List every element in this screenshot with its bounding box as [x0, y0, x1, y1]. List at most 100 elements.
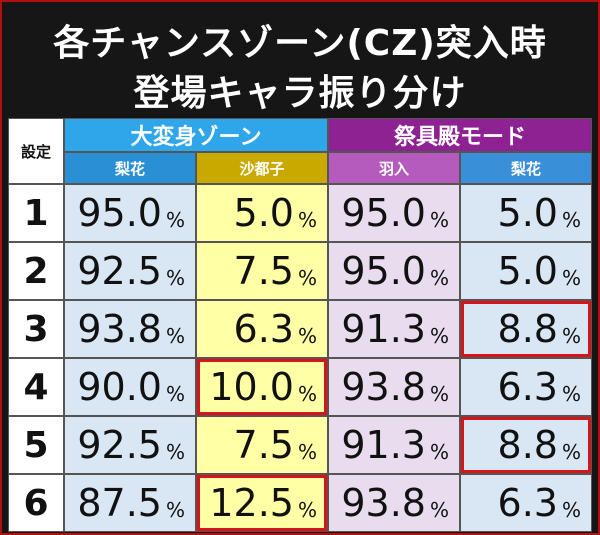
unit: %	[297, 382, 317, 406]
setting-cell: 6	[8, 474, 64, 532]
unit: %	[297, 440, 317, 464]
value-cell: 6.3%	[460, 358, 592, 416]
value: 12.5	[209, 481, 294, 525]
value-cell: 91.3%	[328, 416, 460, 474]
setting-cell: 1	[8, 184, 64, 242]
title-line: 各チャンスゾーン(CZ)突入時	[53, 23, 547, 64]
setting-label: 4	[23, 366, 49, 408]
unit: %	[297, 266, 317, 290]
value: 6.3	[497, 365, 558, 409]
unit: %	[561, 440, 581, 464]
unit: %	[429, 266, 449, 290]
value-cell: 87.5%	[64, 474, 196, 532]
value-cell: 5.0%	[196, 184, 328, 242]
setting-label: 1	[23, 192, 49, 234]
group-header: 祭具殿モード	[328, 118, 592, 152]
value: 91.3	[341, 423, 426, 467]
unit: %	[165, 208, 185, 232]
setting-label: 3	[23, 308, 49, 350]
sub-header: 羽入	[328, 152, 460, 184]
setting-cell: 2	[8, 242, 64, 300]
value: 5.0	[497, 249, 558, 293]
value-cell: 93.8%	[64, 300, 196, 358]
value-cell: 95.0%	[64, 184, 196, 242]
unit: %	[165, 440, 185, 464]
setting-cell: 4	[8, 358, 64, 416]
setting-label: 5	[23, 424, 49, 466]
setting-cell: 3	[8, 300, 64, 358]
sub-header: 梨花	[64, 152, 196, 184]
unit: %	[561, 208, 581, 232]
value: 93.8	[341, 365, 426, 409]
unit: %	[429, 440, 449, 464]
value: 8.8	[497, 423, 558, 467]
unit: %	[297, 208, 317, 232]
value: 93.8	[77, 307, 162, 351]
unit: %	[165, 382, 185, 406]
value-cell: 12.5%	[196, 474, 328, 532]
unit: %	[297, 324, 317, 348]
value-cell: 6.3%	[196, 300, 328, 358]
value: 92.5	[77, 249, 162, 293]
group-label: 大変身ゾーン	[130, 125, 262, 150]
value-cell: 93.8%	[328, 474, 460, 532]
corner-cell: 設定	[8, 118, 64, 184]
value: 95.0	[341, 249, 426, 293]
unit: %	[561, 266, 581, 290]
sub-label: 梨花	[114, 159, 145, 178]
value-cell: 95.0%	[328, 242, 460, 300]
value: 5.0	[497, 191, 558, 235]
value-cell: 5.0%	[460, 184, 592, 242]
value-cell: 7.5%	[196, 242, 328, 300]
unit: %	[429, 382, 449, 406]
value: 93.8	[341, 481, 426, 525]
value-cell: 8.8%	[460, 300, 592, 358]
value-cell: 5.0%	[460, 242, 592, 300]
value: 8.8	[497, 307, 558, 351]
unit: %	[165, 498, 185, 522]
sub-header: 沙都子	[196, 152, 328, 184]
table: 設定 大変身ゾーン 梨花 沙都子 祭具殿モード 羽入 梨花 1 95.0% 5.0% 95.0% 5.…	[8, 118, 592, 532]
value-cell: 7.5%	[196, 416, 328, 474]
sub-label: 梨花	[510, 159, 541, 178]
corner-label: 設定	[20, 142, 51, 161]
sub-label: 沙都子	[239, 159, 285, 178]
unit: %	[561, 498, 581, 522]
unit: %	[429, 208, 449, 232]
unit: %	[561, 324, 581, 348]
value: 91.3	[341, 307, 426, 351]
value: 5.0	[233, 191, 294, 235]
unit: %	[165, 266, 185, 290]
unit: %	[429, 498, 449, 522]
value-cell: 92.5%	[64, 416, 196, 474]
group-header: 大変身ゾーン	[64, 118, 328, 152]
value-cell: 92.5%	[64, 242, 196, 300]
unit: %	[429, 324, 449, 348]
value-cell: 95.0%	[328, 184, 460, 242]
value: 10.0	[209, 365, 294, 409]
value-cell: 8.8%	[460, 416, 592, 474]
setting-label: 6	[23, 482, 49, 524]
sub-header: 梨花	[460, 152, 592, 184]
setting-cell: 5	[8, 416, 64, 474]
value: 6.3	[497, 481, 558, 525]
unit: %	[561, 382, 581, 406]
value: 87.5	[77, 481, 162, 525]
value: 95.0	[341, 191, 426, 235]
value: 90.0	[77, 365, 162, 409]
group-label: 祭具殿モード	[393, 125, 526, 150]
value-cell: 91.3%	[328, 300, 460, 358]
value-cell: 6.3%	[460, 474, 592, 532]
value: 7.5	[233, 423, 294, 467]
unit: %	[165, 324, 185, 348]
title-line: 登場キャラ振り分け	[133, 73, 467, 114]
value: 92.5	[77, 423, 162, 467]
sub-label: 羽入	[378, 159, 409, 178]
value-cell: 90.0%	[64, 358, 196, 416]
value-cell: 10.0%	[196, 358, 328, 416]
value: 95.0	[77, 191, 162, 235]
value: 6.3	[233, 307, 294, 351]
setting-label: 2	[23, 250, 49, 292]
value: 7.5	[233, 249, 294, 293]
